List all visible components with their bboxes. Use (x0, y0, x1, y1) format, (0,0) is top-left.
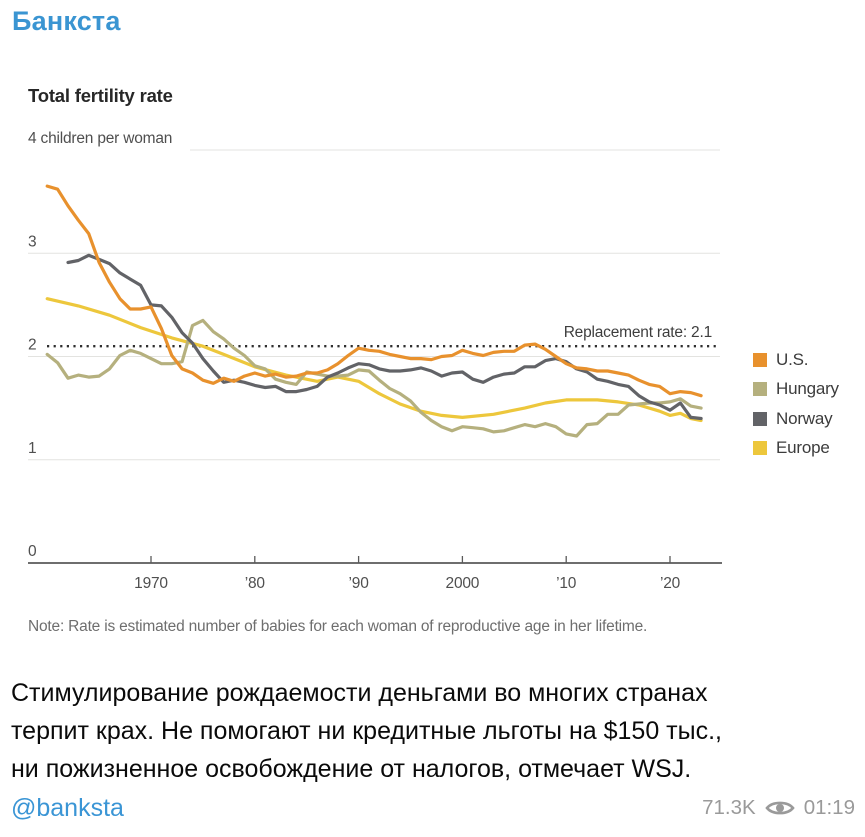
x-tick-label-1980: ’80 (245, 575, 266, 592)
x-tick-label-2000: 2000 (446, 575, 480, 592)
legend-swatch-hungary (753, 382, 767, 397)
legend-swatch-europe (753, 441, 767, 456)
legend-label-hungary: Hungary (776, 379, 839, 399)
chart-note: Note: Rate is estimated number of babies… (28, 618, 648, 635)
series-europe (45, 297, 703, 423)
legend-swatch-us (753, 352, 767, 367)
legend-label-europe: Europe (776, 438, 830, 458)
legend-item-us: U.S. (753, 345, 839, 375)
post-text-line: ни пожизненное освобождение от налогов, … (11, 755, 692, 783)
x-tick-label-1990: ’90 (349, 575, 370, 592)
y-tick-label-1: 1 (28, 440, 36, 457)
y-tick-label-2: 2 (28, 337, 36, 354)
chart-unit-label: 4 children per woman (28, 130, 173, 147)
x-tick-label-2010: ’10 (556, 575, 577, 592)
legend-label-norway: Norway (776, 408, 833, 428)
replacement-rate-label: Replacement rate: 2.1 (564, 324, 712, 341)
x-tick-label-2020: ’20 (660, 575, 681, 592)
chart-title: Total fertility rate (28, 85, 173, 106)
post-text-line: терпит крах. Не помогают ни кредитные ль… (11, 717, 722, 745)
y-tick-label-3: 3 (28, 233, 36, 250)
grid-layer: 0 1 2 3 (28, 149, 720, 560)
legend-label-us: U.S. (776, 349, 809, 369)
post-message: Стимулирование рождаемости деньгами во м… (11, 674, 722, 788)
legend-item-hungary: Hungary (753, 375, 839, 405)
series-us (45, 184, 703, 398)
legend-item-europe: Europe (753, 434, 839, 464)
series-hungary (45, 318, 703, 438)
y-tick-label-0: 0 (28, 543, 37, 560)
channel-name-link[interactable]: Банкста (12, 6, 121, 36)
series-layer (45, 184, 703, 438)
post-text-line: Стимулирование рождаемости деньгами во м… (11, 679, 708, 707)
xaxis-layer: 1970 ’80 ’90 2000 ’10 ’20 (28, 556, 722, 592)
legend-item-norway: Norway (753, 404, 839, 434)
views-count: 71.3K (702, 796, 756, 819)
series-norway (66, 253, 703, 421)
post-time: 01:19 (803, 796, 855, 819)
post-stats: 71.3K 01:19 (702, 796, 855, 820)
x-tick-label-1970: 1970 (134, 575, 168, 592)
legend-swatch-norway (753, 411, 767, 426)
views-eye-icon (765, 801, 795, 815)
chart-legend: U.S. Hungary Norway Europe (753, 345, 839, 463)
mention-link[interactable]: @banksta (11, 794, 124, 822)
chart-canvas: 0 1 2 3 Replacement rate: 2.1 1970 ’80 ’90 200… (28, 149, 722, 592)
